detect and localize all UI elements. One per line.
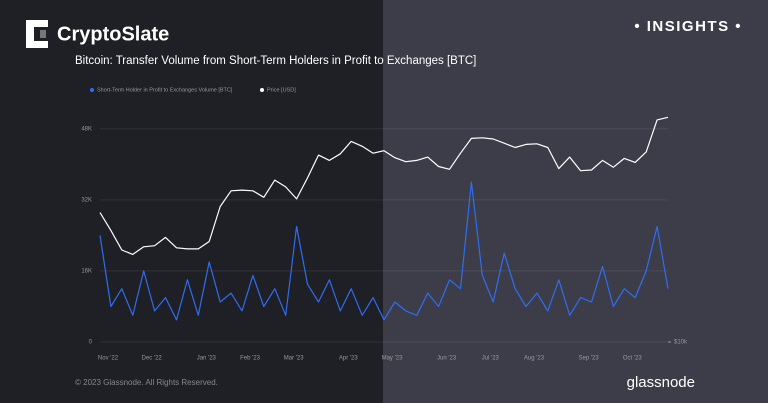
x-tick-label: Mar '23: [284, 356, 304, 362]
y-tick-label: 16K: [81, 268, 92, 274]
y-tick-label: 0: [89, 340, 93, 346]
x-tick-label: Dec '22: [142, 356, 163, 362]
bg-left: [0, 0, 383, 403]
x-tick-label: Nov '22: [98, 356, 119, 362]
y2-tick-label: $10k: [674, 340, 688, 346]
legend-entry: Short-Term Holder in Profit to Exchanges…: [97, 87, 233, 93]
source-logo: glassnode: [627, 374, 695, 391]
legend-entry: Price [USD]: [267, 87, 296, 93]
x-tick-label: Aug '23: [524, 356, 545, 362]
legend-swatch: [260, 88, 264, 92]
x-tick-label: May '23: [382, 356, 403, 362]
x-tick-label: Jun '23: [437, 356, 457, 362]
copyright: © 2023 Glassnode. All Rights Reserved.: [75, 378, 218, 387]
bg-right: [383, 0, 768, 403]
y-tick-label: 48K: [81, 126, 92, 132]
y-tick-label: 32K: [81, 197, 92, 203]
x-tick-label: Oct '23: [623, 356, 642, 362]
brand: CryptoSlate: [57, 23, 169, 45]
series-line: [99, 116, 669, 255]
legend-swatch: [90, 88, 94, 92]
logo-icon: [26, 20, 48, 48]
x-tick-label: Jan '23: [197, 356, 217, 362]
x-tick-label: Jul '23: [482, 356, 500, 362]
x-tick-label: Apr '23: [339, 356, 358, 362]
series-line: [99, 181, 669, 321]
x-tick-label: Sep '23: [579, 356, 600, 362]
chart-title: Bitcoin: Transfer Volume from Short-Term…: [75, 55, 476, 67]
x-tick-label: Feb '23: [240, 356, 260, 362]
badge: • INSIGHTS •: [634, 18, 742, 35]
